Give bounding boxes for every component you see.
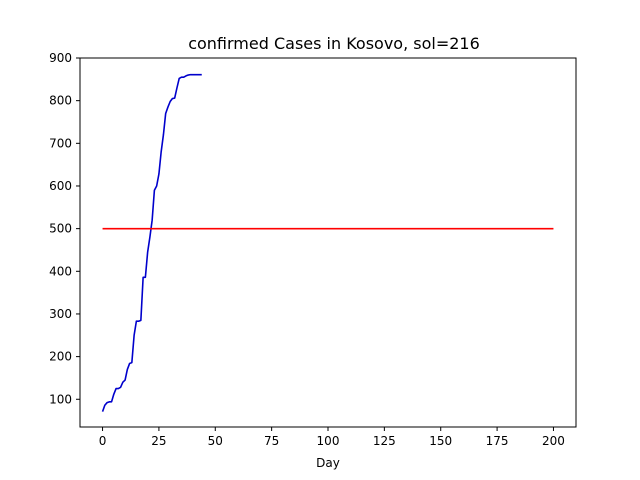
y-tick-label: 600	[49, 179, 72, 193]
y-tick-label: 700	[49, 136, 72, 150]
x-tick-label: 0	[99, 434, 107, 448]
chart-title: confirmed Cases in Kosovo, sol=216	[188, 34, 480, 53]
y-tick-label: 900	[49, 51, 72, 65]
x-tick-label: 50	[208, 434, 223, 448]
x-tick-label: 200	[542, 434, 565, 448]
axes-frame	[79, 57, 577, 428]
y-tick-label: 500	[49, 222, 72, 236]
x-tick-label: 100	[317, 434, 340, 448]
y-tick-label: 800	[49, 94, 72, 108]
y-tick-label: 400	[49, 264, 72, 278]
y-axis: 100 200 300 400 500 600 700 800 900	[49, 51, 80, 406]
plot-area	[101, 73, 554, 412]
y-tick-label: 100	[49, 392, 72, 406]
x-tick-label: 25	[151, 434, 166, 448]
x-tick-label: 175	[486, 434, 509, 448]
x-axis-label: Day	[316, 456, 340, 470]
x-tick-label: 150	[429, 434, 452, 448]
x-tick-label: 125	[373, 434, 396, 448]
x-axis: 0 25 50 75 100 125 150 175 200	[99, 427, 565, 448]
y-tick-label: 300	[49, 307, 72, 321]
x-tick-label: 75	[264, 434, 279, 448]
y-tick-label: 200	[49, 350, 72, 364]
series-line-0	[101, 73, 202, 412]
